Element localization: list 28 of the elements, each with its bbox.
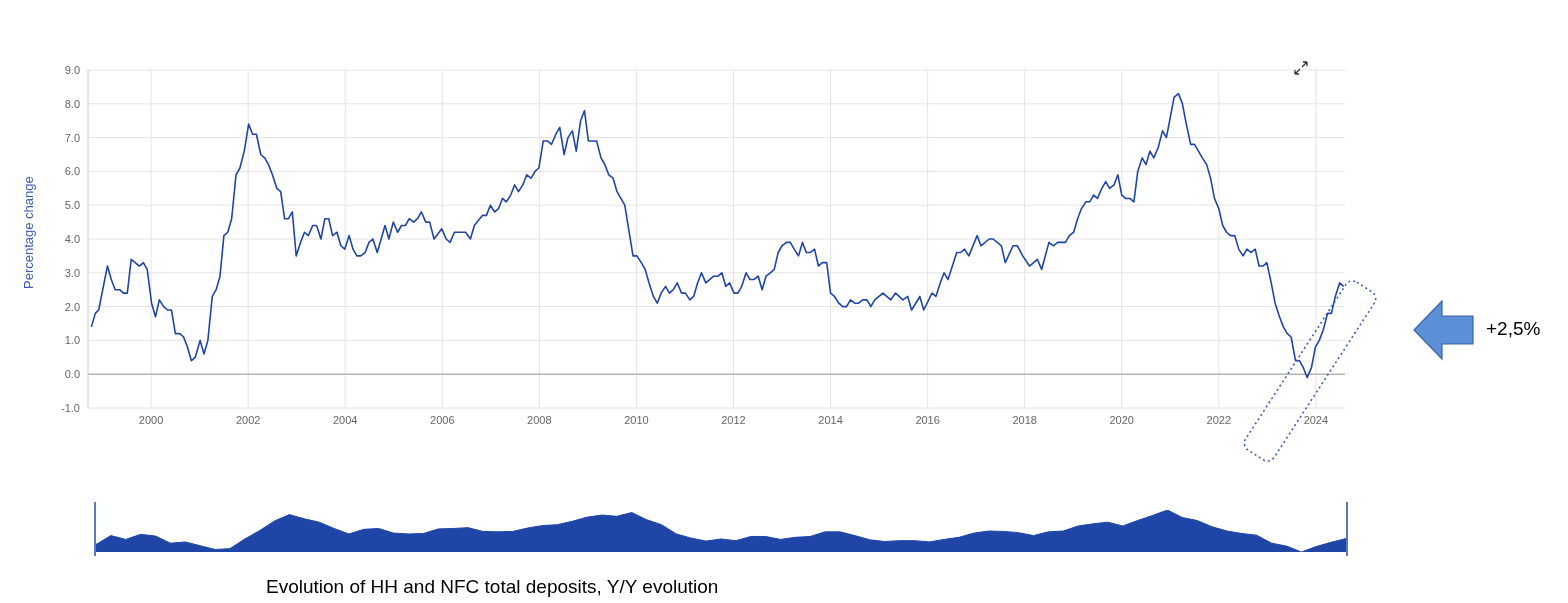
x-tick-label: 2004 — [332, 413, 358, 426]
y-tick-label: 7.0 — [64, 131, 80, 144]
x-tick-label: 2010 — [624, 413, 649, 426]
y-tick-label: 6.0 — [64, 165, 80, 178]
text: Evolution of HH and NFC total deposits, Y/Y evolution — [266, 576, 719, 598]
x-tick-label: 2016 — [915, 413, 940, 426]
x-tick-label: 2018 — [1012, 413, 1037, 426]
x-tick-label: 2008 — [527, 413, 552, 426]
x-tick-label: 2022 — [1206, 413, 1232, 426]
x-tick-label: 2006 — [430, 413, 455, 426]
line-series — [90, 92, 1345, 379]
y-tick-label: 3.0 — [64, 266, 80, 279]
y-tick-label: 5.0 — [64, 199, 80, 212]
y-tick-label: 0.0 — [64, 368, 80, 381]
y-tick-label: 2.0 — [64, 300, 80, 313]
x-tick-label: 2014 — [818, 413, 843, 426]
y-tick-label: 4.0 — [64, 232, 80, 245]
x-tick-label: 2020 — [1109, 413, 1134, 426]
x-tick-label: 2012 — [721, 413, 746, 426]
text: +2,5% — [1486, 318, 1541, 340]
y-tick-label: 9.0 — [64, 63, 80, 76]
y-tick-label: -1.0 — [61, 401, 80, 414]
y-axis-title: Percentage change — [20, 176, 36, 289]
x-tick-label: 2024 — [1303, 413, 1329, 426]
x-tick-label: 2000 — [138, 413, 164, 426]
y-tick-label: 8.0 — [64, 97, 80, 110]
y-tick-label: 1.0 — [64, 334, 80, 347]
x-tick-label: 2002 — [235, 413, 261, 426]
